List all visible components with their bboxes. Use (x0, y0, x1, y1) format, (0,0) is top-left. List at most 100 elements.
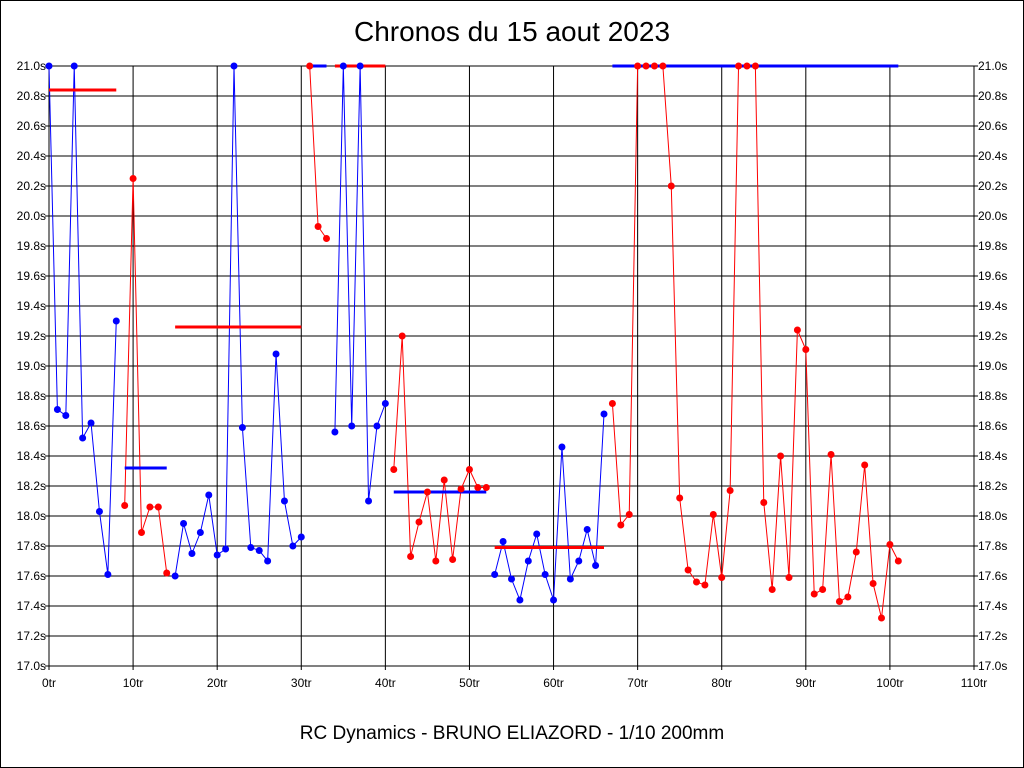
segment-3-point (213, 551, 221, 559)
y-tick-label: 20.2s (17, 179, 46, 193)
segment-2-point (121, 502, 129, 509)
segment-1-point (53, 406, 61, 413)
segment-3-point (255, 547, 263, 554)
segment-7-point (499, 538, 507, 545)
segment-8-point (608, 400, 616, 407)
segment-7-point (600, 410, 608, 418)
segment-6-point (423, 488, 431, 496)
segment-2-point (163, 569, 171, 577)
x-tick-label: 30tr (291, 676, 312, 690)
segment-1-point (70, 62, 78, 70)
y-tick-label: 18.0s (17, 509, 46, 523)
segment-3-point (238, 424, 246, 431)
segment-8-point (743, 62, 751, 70)
segment-1-point (112, 317, 120, 325)
y-tick-label: 19.2s (17, 329, 46, 343)
segment-6-point (398, 332, 406, 340)
y-tick-label: 18.6s (17, 419, 46, 433)
y-tick-label-right: 18.8s (978, 389, 1007, 403)
segment-8-point (878, 614, 885, 622)
y-tick-label: 18.8s (17, 389, 46, 403)
x-tick-label: 110tr (961, 676, 987, 690)
y-tick-label: 17.2s (17, 629, 46, 643)
y-tick-label-right: 18.6s (978, 419, 1007, 433)
y-tick-label: 17.8s (17, 539, 46, 553)
y-tick-label: 19.4s (17, 299, 46, 313)
y-tick-label-right: 17.8s (978, 539, 1007, 553)
segment-8-point (625, 511, 633, 518)
segment-3-point (289, 542, 297, 550)
segment-5-point (348, 422, 356, 430)
segment-7-point (575, 557, 583, 565)
segment-3-point (188, 550, 196, 557)
segment-5-point (381, 400, 389, 407)
segment-3-point (297, 533, 305, 541)
chart-title: Chronos du 15 aout 2023 (353, 16, 671, 47)
segment-4-point (314, 223, 322, 230)
y-tick-label: 18.2s (17, 479, 46, 493)
y-tick-label-right: 18.0s (978, 509, 1007, 523)
y-tick-label: 19.6s (17, 269, 46, 283)
y-tick-label: 20.8s (17, 89, 46, 103)
y-tick-label-right: 17.6s (978, 569, 1007, 583)
segment-8-point (768, 586, 776, 593)
segment-3-point (272, 350, 280, 358)
segment-8-point (785, 574, 793, 581)
y-tick-label-right: 17.2s (978, 629, 1007, 643)
y-tick-label-right: 19.4s (978, 299, 1007, 313)
segment-2-point (146, 503, 154, 511)
segment-6-point (390, 466, 398, 473)
y-tick-label: 18.4s (17, 449, 46, 463)
segment-8-point (718, 574, 726, 581)
segment-7-point (541, 571, 549, 578)
segment-3-point (247, 544, 255, 551)
segment-5-point (331, 428, 339, 436)
segment-3-point (230, 62, 238, 70)
y-tick-label-right: 19.0s (978, 359, 1007, 373)
segment-7-point (592, 562, 600, 569)
x-tick-label: 0tr (42, 676, 56, 690)
y-tick-label-right: 17.0s (978, 659, 1007, 673)
chart-footer: RC Dynamics - BRUNO ELIAZORD - 1/10 200m… (299, 723, 725, 744)
y-tick-label: 19.0s (17, 359, 46, 373)
x-tick-label: 70tr (627, 676, 648, 690)
y-tick-label-right: 20.4s (978, 149, 1007, 163)
segment-1-point (104, 571, 112, 578)
y-tick-label-right: 19.8s (978, 239, 1007, 253)
x-tick-label: 20tr (207, 676, 228, 690)
y-tick-label-right: 17.4s (978, 599, 1007, 613)
segment-6-point (449, 556, 457, 563)
segment-1-point (45, 62, 53, 70)
segment-6-point (432, 557, 440, 565)
segment-8-point (827, 451, 835, 458)
segment-2-point (129, 175, 137, 182)
segment-2-line (124, 178, 168, 574)
segment-8-point (886, 541, 894, 548)
segment-7-point (524, 557, 532, 565)
segment-8-point (777, 452, 785, 460)
segment-3-point (196, 529, 204, 536)
segment-7-point (533, 530, 541, 538)
segment-5-point (339, 62, 347, 70)
segment-8-point (617, 521, 625, 529)
segment-3-point (222, 545, 230, 553)
segment-1-point (95, 508, 103, 515)
x-tick-label: 100tr (876, 676, 903, 690)
segment-6-point (415, 518, 423, 526)
y-tick-label: 17.6s (17, 569, 46, 583)
segment-4-point (323, 235, 330, 242)
segment-5-point (356, 62, 364, 70)
segment-8-point (693, 578, 700, 586)
segment-8-point (701, 581, 709, 589)
segment-7-point (583, 526, 591, 533)
x-tick-label: 90tr (795, 676, 816, 690)
y-tick-label-right: 20.2s (978, 179, 1007, 193)
segment-8-point (634, 62, 642, 70)
segment-5-point (365, 497, 373, 505)
segment-4-point (306, 62, 314, 70)
segment-6-point (457, 485, 465, 493)
segment-8-point (894, 557, 902, 565)
segment-7-point (508, 575, 515, 583)
segment-8-point (709, 511, 717, 518)
